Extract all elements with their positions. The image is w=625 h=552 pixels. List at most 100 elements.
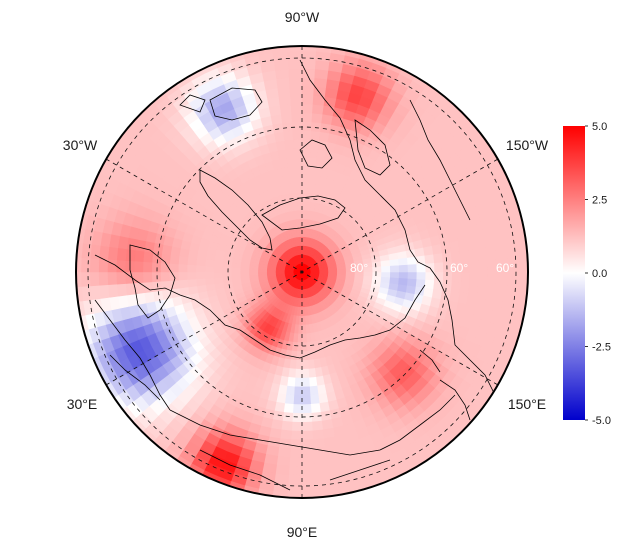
field-cell [312,103,325,115]
field-cell [494,245,506,260]
field-cell [204,277,215,286]
field-cell [133,271,144,284]
field-cell [293,395,303,406]
field-cell [424,279,435,290]
field-cell [80,257,91,273]
field-cell [295,183,303,193]
field-cell [276,455,291,467]
field-cell [468,282,479,296]
field-cell [295,359,303,370]
field-cell [315,375,325,387]
field-cell [177,263,188,273]
field-cell [301,324,307,335]
field-cell [133,249,145,262]
field-cell [275,464,290,476]
field-cell [301,448,315,459]
field-cell [301,333,307,344]
field-cell [290,103,303,114]
field-cell [290,430,303,441]
field-cell [398,271,409,280]
field-cell [292,130,303,140]
field-cell [310,121,322,132]
field-cell [503,284,515,301]
field-cell [301,395,311,406]
field-cell [178,279,189,289]
colorbar-gradient [563,126,585,420]
field-cell [319,269,329,273]
field-cell [416,271,427,281]
field-cell [186,278,198,288]
colorbar-tick-label: 0.0 [592,268,607,280]
field-cell [288,465,303,476]
field-cell [310,130,321,141]
field-cell [186,264,197,273]
field-cell [295,174,303,185]
field-cell [116,283,127,297]
field-cell [301,306,306,317]
field-cell [276,77,291,89]
field-cell [380,260,391,268]
field-cell [266,271,276,275]
field-cell [291,121,303,132]
colorbar: 5.0 2.5 0.0 -2.5 -5.0 [563,121,611,427]
field-cell [301,165,310,176]
field-cell [503,243,515,260]
field-cell [151,280,162,292]
field-cell [277,447,291,458]
field-cell [115,271,126,285]
field-cell [195,278,206,287]
field-cell [89,257,100,273]
field-cell [301,430,314,441]
field-cell [213,276,224,284]
field-cell [287,165,296,176]
field-cell [285,148,295,159]
field-cell [512,242,524,259]
field-cell [290,94,303,105]
field-cell [301,465,316,476]
field-cell [298,218,303,229]
field-cell [485,246,497,261]
field-cell [142,281,154,294]
field-cell [311,420,324,432]
field-cell [301,183,309,193]
field-cell [297,200,303,211]
field-cell [316,384,327,396]
field-cell [177,271,188,281]
lon-label-30e: 30°E [67,396,98,412]
field-cell [291,112,303,123]
field-cell [282,121,294,132]
field-cell [178,255,189,265]
field-cell [279,103,292,115]
field-cell [301,103,314,114]
field-cell [282,412,294,423]
field-cell [301,121,313,132]
lon-label-150e: 150°E [508,396,546,412]
field-cell [248,271,259,276]
lon-label-150w: 150°W [506,137,549,153]
field-cell [297,209,303,220]
field-cell [284,394,295,405]
field-cell [169,254,180,265]
field-cell [89,271,100,287]
field-cell [291,412,303,423]
field-cell [151,271,162,283]
field-cell [423,245,434,257]
field-cell [295,351,303,361]
field-cell [398,264,409,273]
field-cell [381,265,391,273]
field-cell [301,130,312,140]
field-cell [309,385,319,396]
anomaly-field [76,46,528,498]
field-cell [312,95,326,106]
field-cell [160,280,171,291]
field-cell [485,283,497,298]
lon-label-90e: 90°E [287,524,318,540]
field-cell [287,474,303,485]
field-cell [298,227,303,238]
field-cell [328,269,338,273]
field-cell [287,483,303,494]
field-cell [230,271,241,277]
field-cell [307,359,316,370]
field-cell [107,246,119,261]
field-cell [389,271,400,279]
